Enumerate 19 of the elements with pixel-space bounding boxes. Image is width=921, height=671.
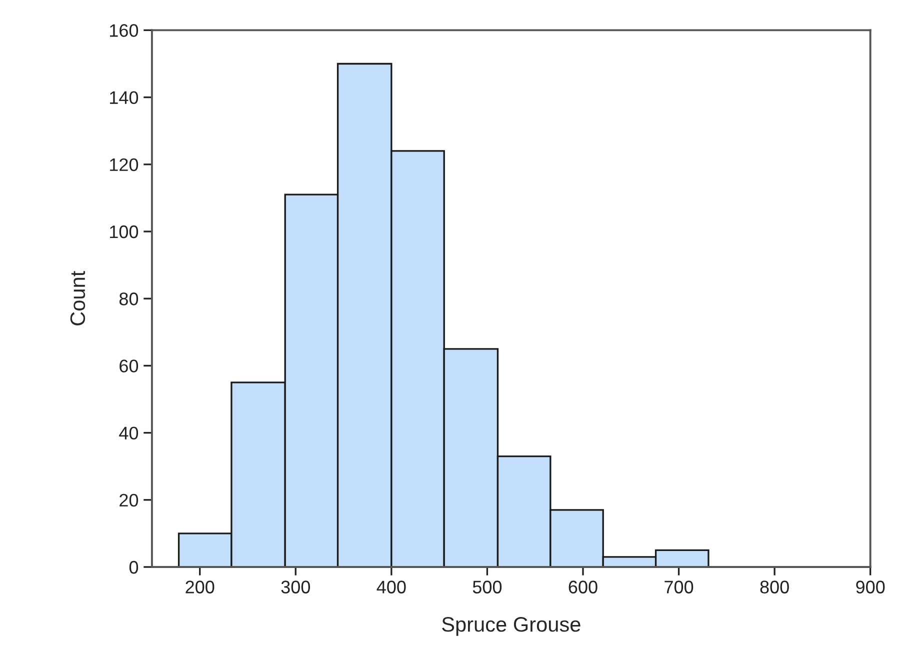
x-tick-label: 500 — [472, 580, 502, 594]
y-axis-title: Count — [70, 270, 86, 326]
x-axis-title: Spruce Grouse — [442, 617, 580, 636]
y-tick-label: 120 — [110, 158, 138, 172]
y-tick-label: 100 — [110, 225, 138, 238]
x-tick-label: 900 — [856, 580, 885, 594]
y-tick-label: 140 — [110, 91, 138, 104]
x-tick-label: 600 — [568, 580, 598, 594]
y-tick-label: 20 — [120, 494, 138, 507]
y-tick-label: 40 — [119, 426, 138, 440]
x-tick-label: 400 — [376, 580, 406, 594]
y-tick-label: 80 — [119, 292, 138, 306]
x-tick-label: 300 — [281, 580, 310, 594]
x-tick-label: 200 — [186, 580, 214, 594]
y-tick-label: 160 — [110, 24, 138, 37]
x-tick-label: 800 — [760, 580, 789, 594]
x-tick-label: 700 — [664, 580, 694, 594]
y-tick-label: 60 — [120, 360, 138, 372]
y-tick-label: 0 — [129, 560, 138, 574]
